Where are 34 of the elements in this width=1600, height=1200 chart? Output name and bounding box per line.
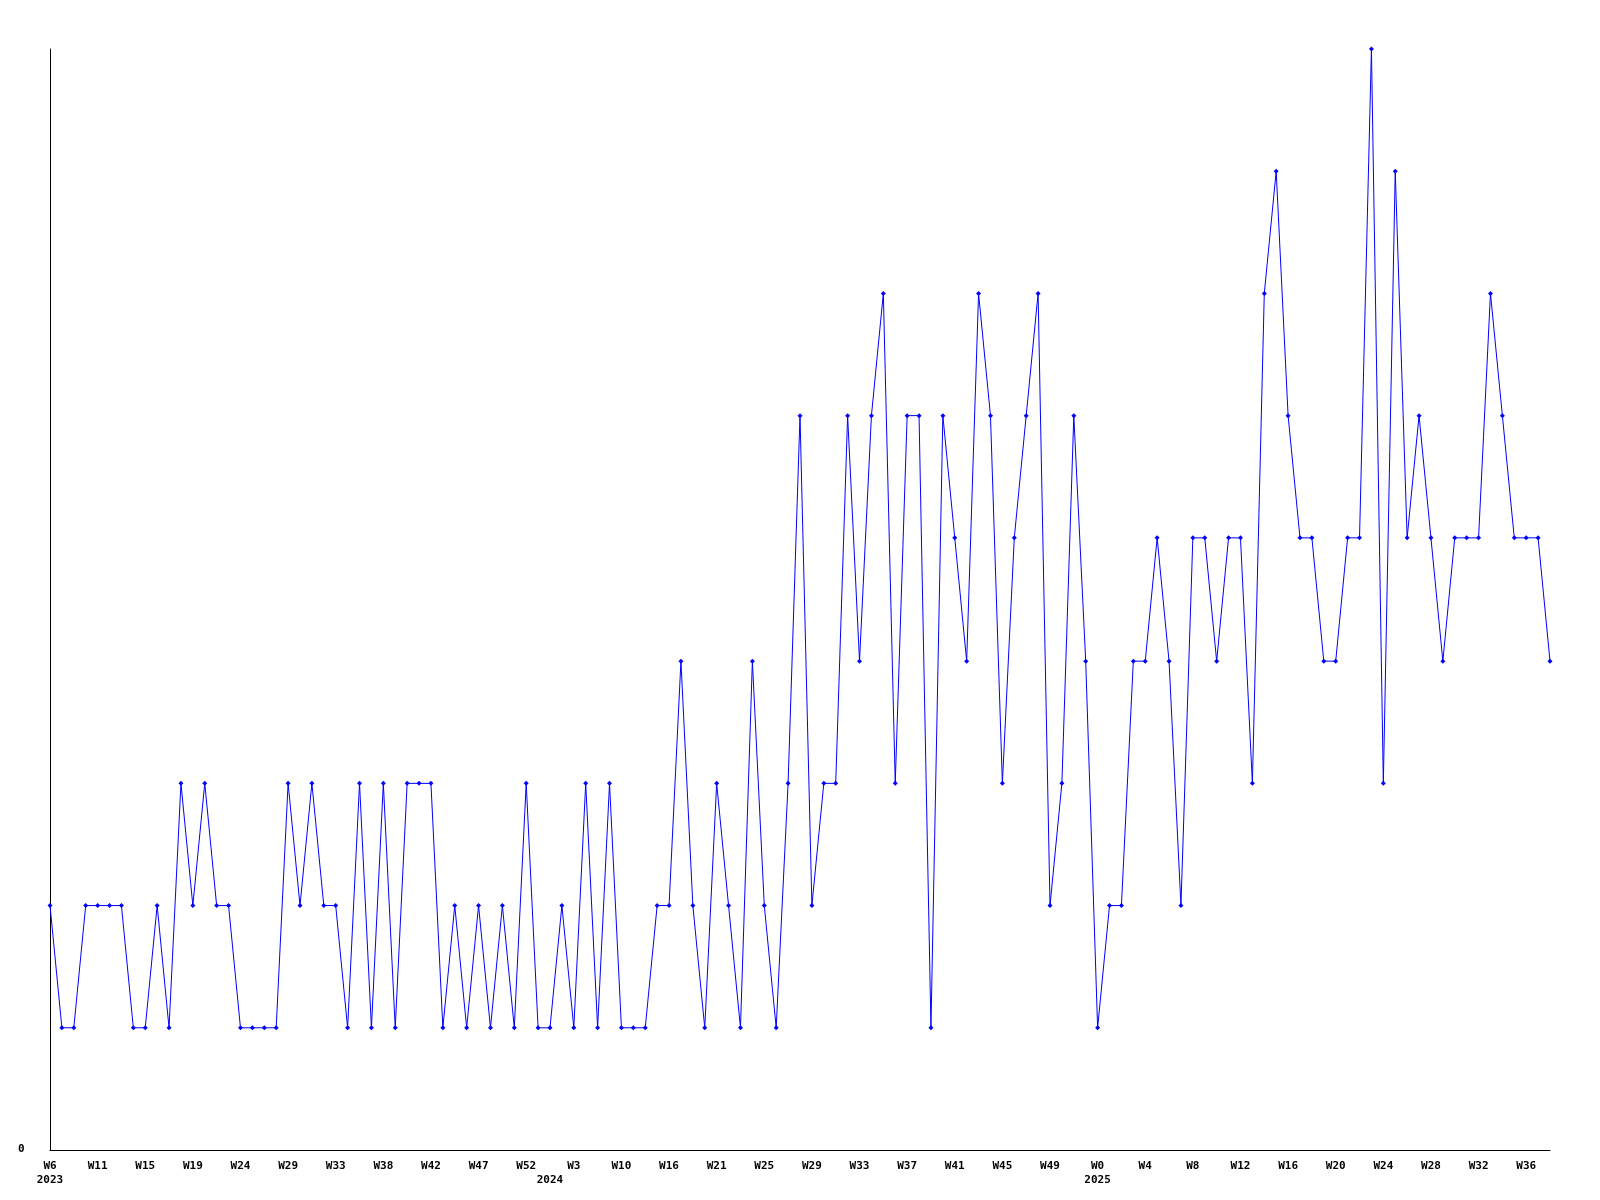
x-tick-label: W12 [1230, 1158, 1251, 1172]
x-tick-label: W47 [468, 1158, 489, 1172]
text: 0 [18, 1142, 25, 1155]
x-tick-label: W29 [278, 1158, 299, 1172]
x-tick-label: W10 [611, 1158, 632, 1172]
x-tick-label: W29 [801, 1158, 822, 1172]
x-tick-label: W37 [897, 1158, 918, 1172]
x-tick-label: W49 [1040, 1158, 1060, 1172]
x-tick-label: W24 [1373, 1158, 1394, 1172]
x-tick-label: W25 [754, 1158, 775, 1172]
x-tick-label: 2024 [536, 1172, 564, 1186]
x-tick-label: W41 [944, 1158, 966, 1172]
x-tick-label: W3 [567, 1158, 581, 1172]
x-tick-label: W16 [659, 1158, 680, 1172]
x-tick-label: W32 [1468, 1158, 1489, 1172]
x-tick-label: W19 [182, 1158, 203, 1172]
x-tick-label: W33 [849, 1158, 870, 1172]
x-tick-label: W0 2025 [1084, 1158, 1111, 1186]
x-tick-label: W21 [706, 1158, 727, 1172]
x-tick-label: W11 [87, 1158, 108, 1172]
x-tick-label: W36 [1516, 1158, 1537, 1172]
x-tick-label: W8 [1186, 1158, 1200, 1172]
x-tick-label: W6 2023 [36, 1158, 64, 1186]
x-tick-label: W20 [1325, 1158, 1346, 1172]
x-tick-label: W16 [1278, 1158, 1299, 1172]
x-tick-label: W45 [992, 1158, 1013, 1172]
x-tick-label: W42 [421, 1158, 441, 1172]
x-tick-label: W28 [1421, 1158, 1441, 1172]
x-tick-label: W38 [373, 1158, 394, 1172]
x-tick-label: W15 [135, 1158, 156, 1172]
x-tick-label: W4 [1138, 1158, 1153, 1172]
x-tick-label: W52 [516, 1158, 537, 1172]
x-tick-label: W24 [230, 1158, 251, 1172]
x-tick-label: W33 [325, 1158, 346, 1172]
